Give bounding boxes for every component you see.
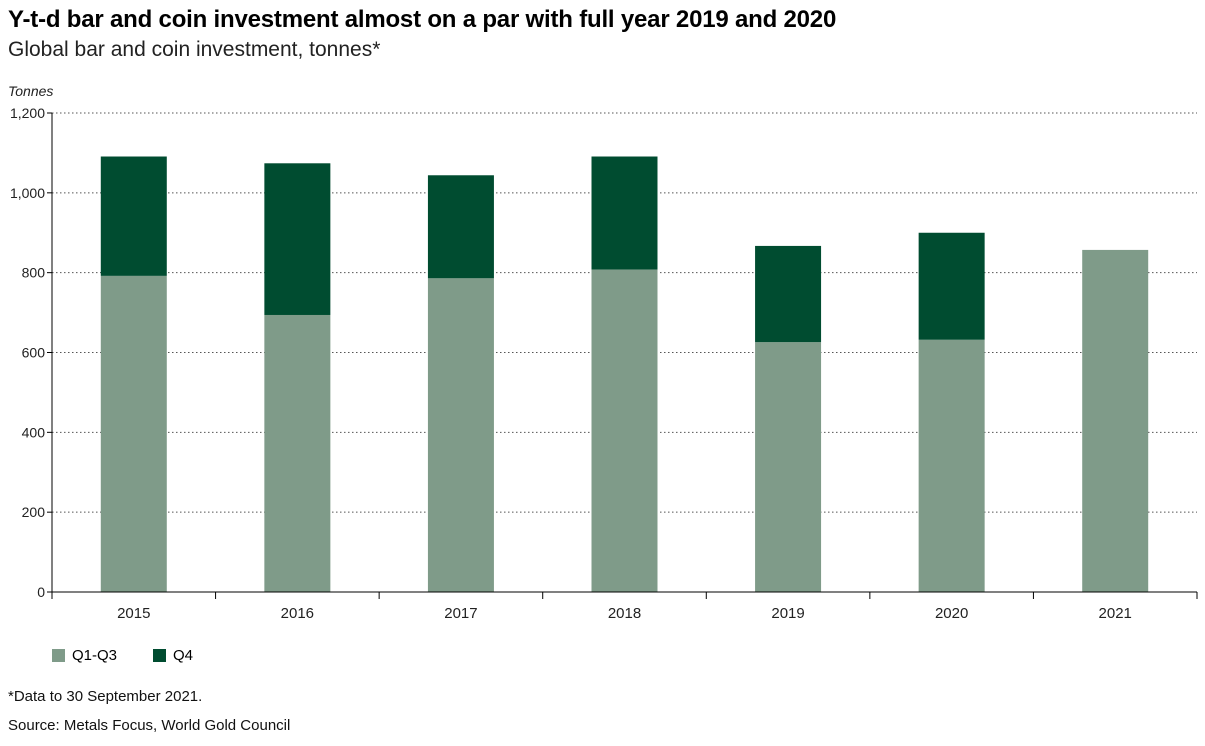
- y-tick-label: 600: [22, 345, 46, 361]
- y-tick-label: 400: [22, 424, 46, 440]
- y-tick-label: 1,200: [10, 105, 45, 121]
- y-tick-label: 200: [22, 504, 46, 520]
- legend-item-q4: Q4: [153, 647, 193, 664]
- x-tick-label: 2016: [281, 605, 314, 622]
- chart-title: Y-t-d bar and coin investment almost on …: [8, 6, 837, 33]
- y-tick-label: 800: [22, 265, 46, 281]
- bar-q4-2015: [100, 156, 167, 276]
- x-tick-label: 2020: [935, 605, 968, 622]
- x-tick-label: 2017: [444, 605, 477, 622]
- bar-q1q3-2015: [100, 275, 167, 592]
- bar-q1q3-2019: [755, 342, 822, 592]
- bar-q4-2020: [918, 232, 985, 340]
- y-axis-label: Tonnes: [8, 83, 53, 99]
- x-tick-label: 2015: [117, 605, 150, 622]
- y-tick-label: 0: [37, 584, 45, 600]
- source-note: Source: Metals Focus, World Gold Council: [8, 717, 291, 734]
- legend-item-q1q3: Q1-Q3: [52, 647, 117, 664]
- x-tick-label: 2021: [1099, 605, 1132, 622]
- y-tick-labels: 0 200 400 600 800 1,000 1,200: [10, 105, 45, 600]
- legend-label-q1q3: Q1-Q3: [72, 647, 118, 664]
- footnote: *Data to 30 September 2021.: [8, 688, 203, 705]
- x-tick-label: 2018: [608, 605, 641, 622]
- y-tick-label: 1,000: [10, 185, 45, 201]
- bar-q4-2019: [755, 245, 822, 343]
- bar-q4-2017: [427, 175, 494, 279]
- legend-label-q4: Q4: [173, 647, 194, 664]
- legend-swatch-q1q3: [52, 649, 65, 662]
- chart-subtitle: Global bar and coin investment, tonnes*: [8, 38, 381, 61]
- x-axis: 2015 2016 2017 2018 2019 2020 2021: [51, 591, 1198, 622]
- bar-q1q3-2021: [1082, 249, 1149, 592]
- bar-q1q3-2020: [918, 339, 985, 592]
- bars: [100, 156, 1149, 592]
- bar-q1q3-2018: [591, 269, 658, 592]
- bar-q4-2016: [264, 163, 331, 315]
- legend-swatch-q4: [153, 649, 167, 662]
- bar-q1q3-2016: [264, 314, 331, 592]
- x-tick-label: 2019: [771, 605, 804, 622]
- legend: Q1-Q3 Q4: [52, 647, 229, 664]
- bar-q1q3-2017: [427, 278, 494, 592]
- bar-q4-2018: [591, 156, 658, 270]
